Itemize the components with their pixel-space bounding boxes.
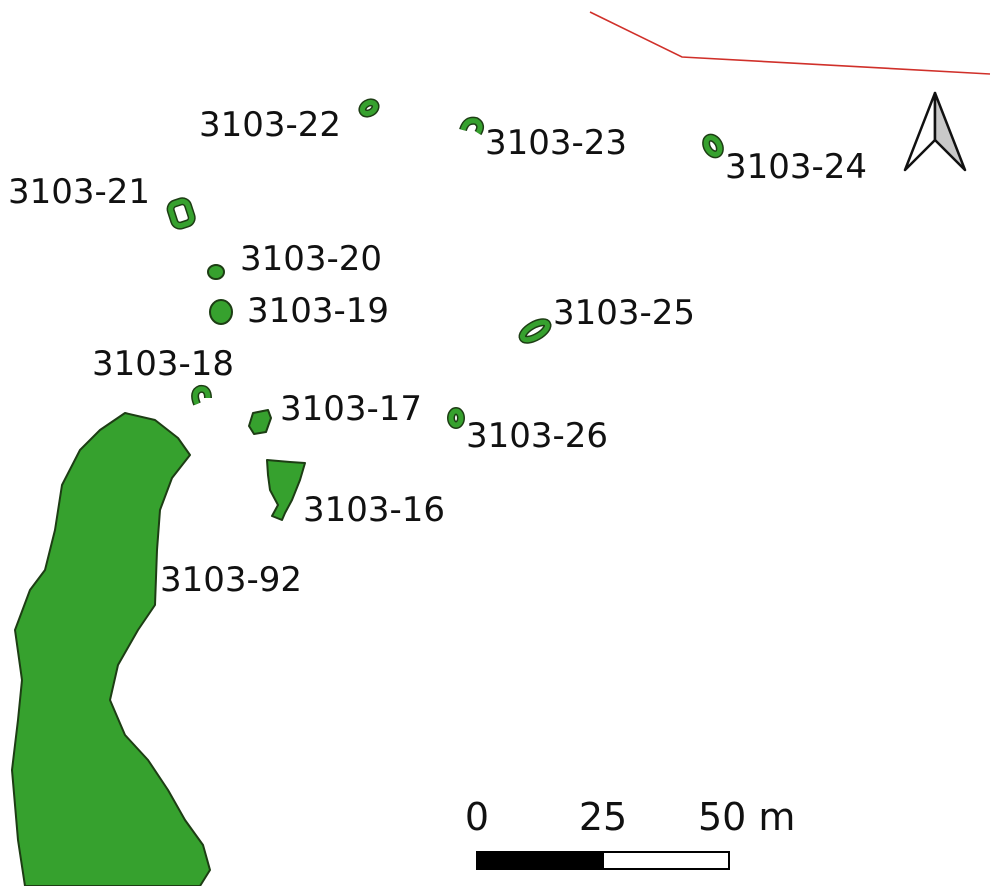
scale-bar-label-0: 0 (465, 795, 489, 839)
feature-label-3103-21: 3103-21 (8, 172, 150, 212)
feature-3103-17-polygon[interactable] (248, 409, 272, 435)
feature-label-3103-26: 3103-26 (466, 416, 608, 456)
feature-3103-16-polygon[interactable] (266, 459, 306, 521)
feature-3103-92-polygon[interactable] (11, 412, 211, 886)
feature-label-3103-25: 3103-25 (553, 293, 695, 333)
feature-3103-23-ring-fill (460, 118, 483, 135)
feature-3103-20-polygon[interactable] (207, 264, 225, 280)
feature-label-3103-19: 3103-19 (247, 291, 389, 331)
scale-bar-label-50: 50 m (698, 795, 795, 839)
boundary-line (589, 11, 991, 75)
feature-label-3103-22: 3103-22 (199, 105, 341, 145)
feature-3103-18-ring-fill (192, 386, 211, 405)
feature-label-3103-24: 3103-24 (725, 147, 867, 187)
scale-bar-segment-black (476, 851, 604, 870)
feature-label-3103-20: 3103-20 (240, 239, 382, 279)
feature-3103-24-ring-fill (703, 135, 723, 157)
feature-label-3103-16: 3103-16 (303, 490, 445, 530)
north-arrow-icon (903, 91, 967, 172)
feature-label-3103-92: 3103-92 (160, 560, 302, 600)
feature-label-3103-23: 3103-23 (485, 123, 627, 163)
feature-3103-19-polygon[interactable] (209, 299, 233, 325)
feature-3103-25-ring-fill (520, 319, 550, 343)
feature-3103-22-ring-fill (359, 99, 379, 117)
feature-3103-26-ring-fill (448, 408, 464, 428)
scale-bar-segment-white (602, 851, 730, 870)
scale-bar: 0 25 50 m (465, 795, 795, 870)
feature-label-3103-18: 3103-18 (92, 344, 234, 384)
feature-3103-21-ring-fill (168, 198, 195, 229)
scale-bar-label-25: 25 (579, 795, 627, 839)
feature-label-3103-17: 3103-17 (280, 389, 422, 429)
